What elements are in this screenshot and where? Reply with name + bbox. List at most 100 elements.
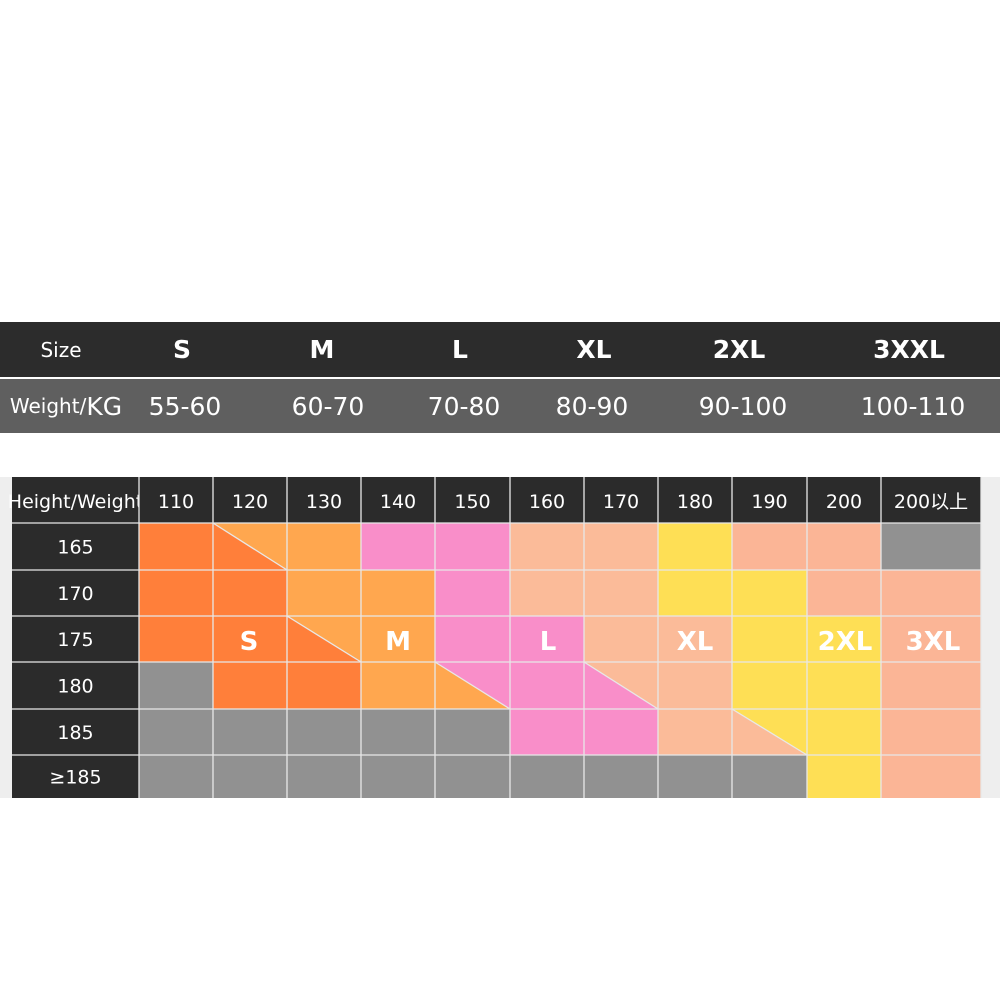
size-zone-label: M (385, 627, 411, 657)
weight-header-cell (658, 477, 732, 523)
grid-cell (361, 662, 435, 709)
grid-cell (807, 709, 881, 755)
grid-cell (732, 755, 807, 798)
size-table: Size S M L XL 2XL 3XXL Weight/KG 55-60 6… (0, 322, 1000, 433)
height-header-label: ≥185 (49, 767, 101, 789)
grid-cell (213, 570, 287, 616)
weight-xl: 80-90 (555, 391, 629, 421)
size-zone-label: L (540, 627, 557, 657)
weight-header-cell (881, 477, 981, 523)
size-zone-label: 2XL (818, 627, 873, 657)
grid-cell (881, 616, 981, 662)
grid-cell (510, 523, 584, 570)
weight-label-unit: KG (86, 391, 123, 421)
grid-cell (584, 755, 658, 798)
diagonal-divider (286, 615, 362, 663)
grid-cell (807, 523, 881, 570)
diagonal-divider (583, 661, 659, 710)
grid-cell (287, 755, 361, 798)
grid-cell (881, 662, 981, 709)
height-weight-chart: Height/Weight 110 120 130 140 150 160 170 180 190… (0, 477, 1000, 798)
weight-m: 60-70 (291, 391, 365, 421)
weight-header-label: 120 (232, 491, 268, 513)
height-header-label: 165 (57, 537, 93, 559)
weight-header-label: 130 (306, 491, 342, 513)
height-header-cell (12, 523, 139, 570)
height-header-cell (12, 570, 139, 616)
grid-cell (139, 662, 213, 709)
grid-cell (732, 570, 807, 616)
weight-header-cell (807, 477, 881, 523)
height-header-label: 180 (57, 676, 93, 698)
height-header-cell (12, 755, 139, 798)
height-weight-grid: Height/Weight 110 120 130 140 150 160 170 180 190… (8, 477, 982, 798)
height-header-label: 170 (57, 583, 93, 605)
grid-cell (807, 616, 881, 662)
grid-cell (658, 616, 732, 662)
weight-label: Weight/KG (8, 379, 124, 433)
weight-header-cell (732, 477, 807, 523)
weight-2xl: 90-100 (698, 391, 788, 421)
weight-header-cell (435, 477, 510, 523)
grid-cell (287, 570, 361, 616)
weight-header-label: 200以上 (894, 491, 968, 513)
grid-cell (435, 755, 510, 798)
grid-cell (584, 709, 658, 755)
grid-cell (435, 709, 510, 755)
height-header-label: 175 (57, 629, 93, 651)
weight-header-label: 140 (380, 491, 416, 513)
height-header-cell (12, 709, 139, 755)
grid-cell (139, 523, 213, 570)
size-zone-label: S (240, 627, 259, 657)
grid-cell (435, 570, 510, 616)
corner-cell (12, 477, 139, 523)
weight-row: Weight/KG 55-60 60-70 70-80 80-90 90-100… (0, 379, 1000, 433)
height-header-label: 185 (57, 722, 93, 744)
grid-cell (287, 709, 361, 755)
grid-cell (732, 523, 807, 570)
weight-l: 70-80 (427, 391, 501, 421)
grid-cell (361, 523, 435, 570)
grid-cell (361, 570, 435, 616)
weight-header-label: 110 (158, 491, 194, 513)
grid-cell (287, 523, 361, 570)
size-m: M (309, 335, 335, 364)
grid-cell (361, 709, 435, 755)
weight-header-label: 150 (454, 491, 490, 513)
grid-cell (658, 709, 732, 755)
weight-header-label: 160 (529, 491, 565, 513)
weight-label-prefix: Weight/ (9, 394, 87, 418)
grid-cell (658, 755, 732, 798)
grid-cell (361, 616, 435, 662)
grid-cell (510, 662, 584, 709)
size-2xl: 2XL (712, 335, 766, 364)
grid-cell (881, 709, 981, 755)
size-l: L (452, 335, 468, 364)
size-s: S (172, 335, 191, 364)
weight-header-cell (361, 477, 435, 523)
grid-cell (510, 755, 584, 798)
grid-cell (584, 616, 658, 662)
grid-cell (658, 523, 732, 570)
grid-cell (658, 662, 732, 709)
weight-header-label: 200 (826, 491, 862, 513)
grid-cell (510, 570, 584, 616)
weight-header-cell (510, 477, 584, 523)
height-header-cell (12, 616, 139, 662)
weight-header-label: 190 (751, 491, 787, 513)
grid-cell (807, 662, 881, 709)
grid-cell (139, 616, 213, 662)
grid-cell (732, 616, 807, 662)
grid-cell (287, 662, 361, 709)
grid-cell (213, 662, 287, 709)
size-zone-label: XL (677, 627, 714, 657)
grid-cell (139, 755, 213, 798)
grid-cell (435, 523, 510, 570)
corner-label: Height/Weight (8, 491, 143, 513)
weight-header-cell (287, 477, 361, 523)
size-label: Size (40, 337, 82, 362)
grid-cell (213, 616, 287, 662)
grid-cell (881, 570, 981, 616)
diagonal-divider (434, 661, 511, 710)
weight-s: 55-60 (148, 391, 222, 421)
